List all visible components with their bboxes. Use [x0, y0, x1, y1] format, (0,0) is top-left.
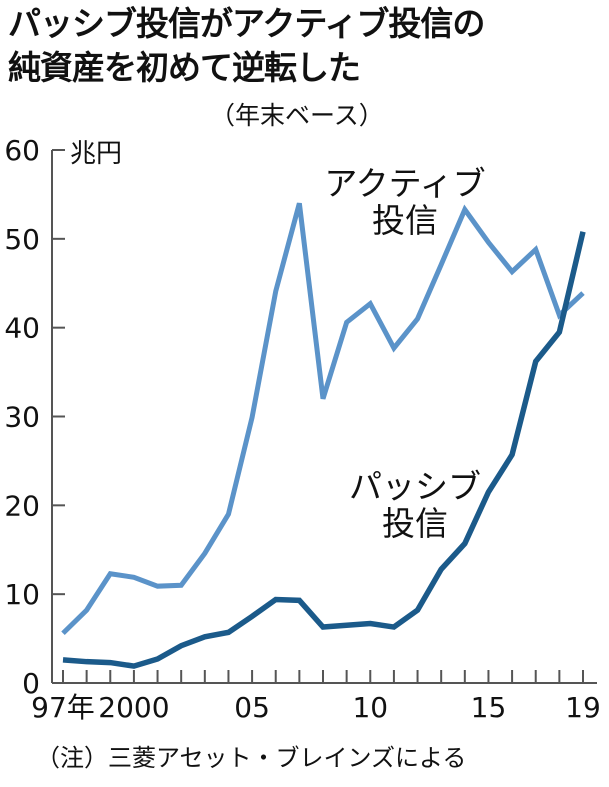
chart-title-line-2: 純資産を初めて逆転した	[8, 48, 361, 87]
y-tick-label: 10	[4, 578, 40, 611]
y-tick-label: 40	[4, 312, 40, 345]
y-axis-unit-label: 兆円	[70, 139, 122, 169]
series-line-passive	[62, 231, 586, 669]
series-line-active	[61, 202, 585, 636]
y-tick-label: 50	[4, 223, 40, 256]
source-note: （注）三菱アセット・ブレインズによる	[36, 744, 467, 772]
series-label-passive: パッシブ	[349, 467, 481, 506]
x-tick-label: 10	[352, 691, 388, 724]
chart-title-line-1: パッシブ投信がアクティブ投信の	[8, 4, 485, 43]
series-label-active: アクティブ	[324, 164, 485, 203]
chart-subtitle: （年末ベース）	[210, 101, 384, 130]
y-tick-label: 30	[4, 401, 40, 434]
x-tick-label: 19	[565, 691, 601, 724]
x-tick-label: 05	[234, 691, 270, 724]
x-tick-label: 97年	[31, 691, 95, 724]
series-label-passive: 投信	[382, 504, 448, 543]
x-tick-label: 2000	[98, 691, 169, 724]
series-label-active: 投信	[372, 201, 438, 240]
y-tick-label: 0	[22, 667, 40, 700]
y-tick-label: 60	[4, 134, 40, 167]
x-tick-label: 15	[471, 691, 507, 724]
y-tick-label: 20	[4, 489, 40, 522]
